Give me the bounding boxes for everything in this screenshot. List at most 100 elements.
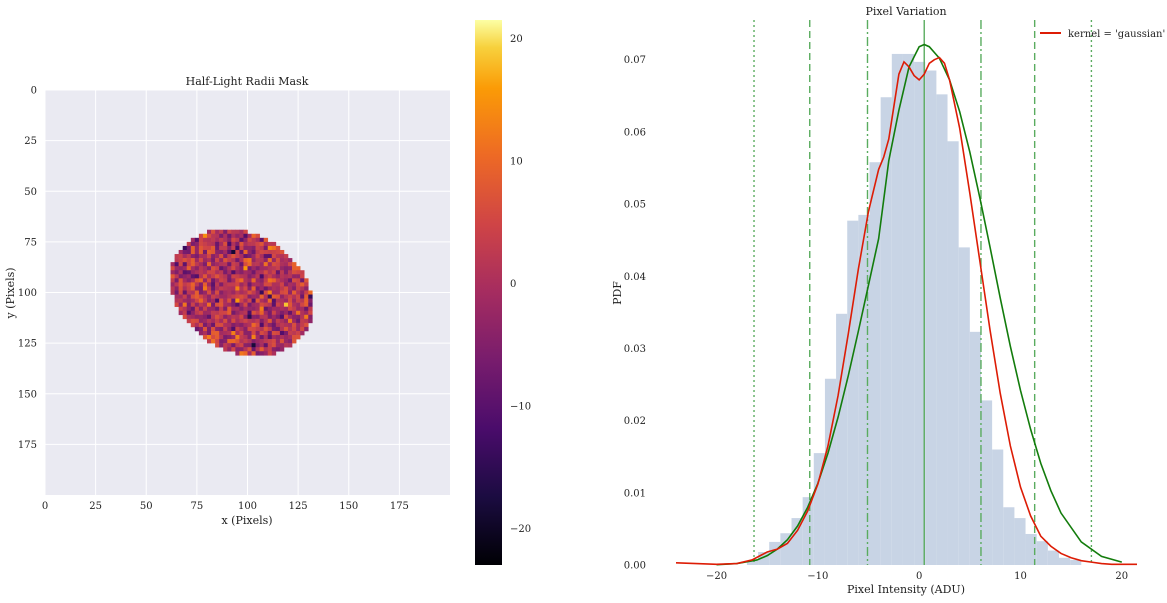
heatmap-cell bbox=[288, 322, 293, 328]
heatmap-cell bbox=[300, 326, 305, 332]
heatmap-cell bbox=[263, 282, 269, 287]
heatmap-cell bbox=[279, 298, 285, 303]
heatmap-cell bbox=[223, 229, 228, 235]
heatmap-cell bbox=[279, 310, 285, 316]
heatmap-cell bbox=[283, 298, 289, 303]
heatmap-cell bbox=[255, 282, 260, 287]
heatmap-x-tick-label: 25 bbox=[89, 501, 102, 512]
heatmap-cells bbox=[170, 229, 313, 356]
heatmap-cell bbox=[243, 290, 248, 295]
heatmap-y-tick-label: 75 bbox=[24, 237, 37, 248]
heatmap-cell bbox=[279, 318, 285, 324]
heatmap-cell bbox=[231, 278, 236, 283]
heatmap-cell bbox=[275, 262, 281, 267]
heatmap-cell bbox=[259, 306, 264, 312]
heatmap-cell bbox=[207, 278, 212, 283]
heatmap-cell bbox=[288, 258, 293, 263]
heatmap-cell bbox=[235, 318, 240, 324]
heatmap-cell bbox=[186, 294, 192, 299]
heatmap-cell bbox=[215, 262, 220, 267]
heatmap-cell bbox=[300, 314, 305, 320]
heatmap-cell bbox=[239, 326, 244, 332]
histogram-y-tick-label: 0.01 bbox=[624, 488, 646, 499]
heatmap-cell bbox=[202, 298, 208, 303]
histogram-y-tick-label: 0.07 bbox=[624, 55, 646, 66]
heatmap-cell bbox=[271, 306, 277, 312]
heatmap-cell bbox=[227, 322, 232, 328]
histogram-bar bbox=[947, 141, 959, 565]
heatmap-cell bbox=[198, 245, 204, 251]
heatmap-cell bbox=[247, 339, 252, 344]
heatmap-cell bbox=[235, 245, 240, 251]
heatmap-cell bbox=[194, 274, 200, 279]
heatmap-cell bbox=[190, 274, 196, 279]
heatmap-cell bbox=[223, 241, 228, 247]
heatmap-cell bbox=[292, 314, 297, 320]
histogram-y-tick-label: 0.03 bbox=[624, 344, 646, 355]
heatmap-cell bbox=[267, 298, 273, 303]
heatmap-cell bbox=[198, 318, 204, 324]
heatmap-cell bbox=[215, 258, 220, 263]
heatmap-cell bbox=[259, 298, 264, 303]
heatmap-cell bbox=[275, 302, 281, 307]
heatmap-cell bbox=[243, 326, 248, 332]
heatmap-cell bbox=[231, 241, 236, 247]
heatmap-cell bbox=[271, 290, 277, 295]
heatmap-cell bbox=[194, 262, 200, 267]
heatmap-cell bbox=[304, 306, 309, 312]
heatmap-cell bbox=[259, 249, 264, 255]
heatmap-cell bbox=[231, 339, 236, 344]
heatmap-cell bbox=[251, 274, 256, 279]
heatmap-cell bbox=[296, 282, 301, 287]
heatmap-cell bbox=[239, 254, 244, 259]
heatmap-cell bbox=[247, 241, 252, 247]
histogram-bar bbox=[1036, 541, 1048, 565]
heatmap-cell bbox=[219, 330, 224, 336]
histogram-bar bbox=[813, 453, 825, 565]
heatmap-cell bbox=[279, 294, 285, 299]
heatmap-cell bbox=[308, 318, 313, 324]
heatmap-cell bbox=[292, 335, 297, 340]
heatmap-cell bbox=[247, 254, 252, 259]
heatmap-cell bbox=[202, 282, 208, 287]
heatmap-cell bbox=[190, 322, 196, 328]
heatmap-cell bbox=[251, 330, 256, 336]
heatmap-cell bbox=[207, 262, 212, 267]
heatmap-cell bbox=[219, 258, 224, 263]
heatmap-cell bbox=[259, 254, 264, 259]
colorbar-tick-label: 0 bbox=[510, 279, 516, 290]
colorbar: 20 10 0 −10 −20 bbox=[475, 20, 531, 565]
heatmap-cell bbox=[275, 322, 281, 328]
heatmap-cell bbox=[202, 278, 208, 283]
heatmap-cell bbox=[283, 286, 289, 291]
heatmap-cell bbox=[267, 245, 273, 251]
heatmap-cell bbox=[239, 318, 244, 324]
heatmap-cell bbox=[198, 286, 204, 291]
heatmap-cell bbox=[247, 286, 252, 291]
heatmap-cell bbox=[292, 326, 297, 332]
heatmap-cell bbox=[259, 290, 264, 295]
heatmap-cell bbox=[194, 306, 200, 312]
heatmap-cell bbox=[235, 270, 240, 275]
heatmap-cell bbox=[255, 302, 260, 307]
heatmap-cell bbox=[283, 266, 289, 271]
heatmap-cell bbox=[198, 241, 204, 247]
heatmap-cell bbox=[247, 270, 252, 275]
heatmap-cell bbox=[207, 306, 212, 312]
heatmap-cell bbox=[279, 302, 285, 307]
heatmap-cell bbox=[255, 343, 260, 348]
heatmap-cell bbox=[243, 343, 248, 348]
heatmap-cell bbox=[231, 286, 236, 291]
heatmap-cell bbox=[308, 314, 313, 320]
heatmap-cell bbox=[227, 270, 232, 275]
heatmap-cell bbox=[207, 266, 212, 271]
heatmap-cell bbox=[227, 229, 232, 235]
heatmap-cell bbox=[247, 322, 252, 328]
heatmap-cell bbox=[296, 290, 301, 295]
heatmap-cell bbox=[194, 254, 200, 259]
heatmap-cell bbox=[263, 294, 269, 299]
heatmap-cell bbox=[227, 282, 232, 287]
heatmap-cell bbox=[239, 330, 244, 336]
heatmap-cell bbox=[251, 294, 256, 299]
heatmap-cell bbox=[231, 282, 236, 287]
